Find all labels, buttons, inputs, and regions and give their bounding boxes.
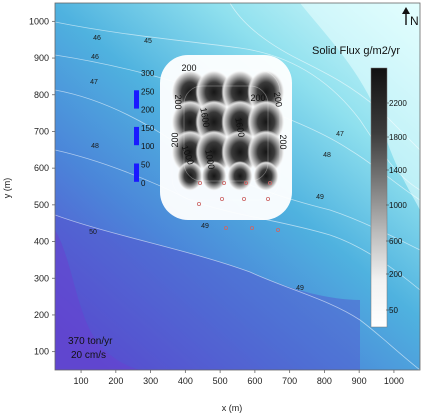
flux-blob (177, 161, 203, 191)
x-axis-label: x (m) (222, 403, 243, 413)
footprint-contour-label: 200 (181, 63, 196, 73)
background-contour-label: 46 (91, 54, 99, 61)
scale-bar-label: 0 (141, 179, 146, 188)
flux-blob (221, 130, 259, 174)
discharge-point (275, 227, 280, 232)
discharge-point (221, 180, 226, 185)
x-tick-label: 400 (178, 376, 193, 386)
scale-bar-label: 200 (141, 106, 155, 115)
y-tick-label: 1000 (29, 16, 49, 26)
flux-footprint (160, 55, 292, 220)
footprint-contour-label: 200 (170, 132, 180, 147)
discharge-points (196, 180, 280, 232)
discharge-point (265, 196, 270, 201)
annotation-current: 20 cm/s (71, 350, 106, 361)
x-tick-label: 100 (74, 376, 89, 386)
y-tick-label: 200 (34, 310, 49, 320)
scale-bar-label: 100 (141, 142, 155, 151)
background-contour-label: 45 (144, 38, 152, 45)
footprint-contour-label: 1000 (203, 149, 216, 170)
scale-bar-label: 300 (141, 69, 155, 78)
background-contour-label: 49 (296, 285, 304, 292)
scale-bar: 300 250 200 150 100 50 0 (134, 69, 155, 188)
y-tick-label: 900 (34, 53, 49, 63)
background-contour-label: 47 (336, 131, 344, 138)
scale-bar-label: 150 (141, 124, 155, 133)
scale-bar-segment (134, 90, 139, 109)
discharge-point (219, 196, 224, 201)
x-tick-label: 900 (352, 376, 367, 386)
flux-blob (201, 161, 227, 191)
discharge-point (223, 225, 228, 230)
scale-bar-segment (134, 163, 139, 182)
y-tick-label: 700 (34, 126, 49, 136)
footprint-contour-label: 200 (173, 94, 183, 109)
annotation-load: 370 ton/yr (68, 336, 113, 347)
scale-bar-segment (134, 126, 139, 146)
plot-frame (54, 2, 421, 371)
discharge-point (249, 225, 254, 230)
discharge-point (241, 196, 246, 201)
y-axis-label: y (m) (2, 178, 12, 199)
flux-blob (247, 130, 285, 174)
x-tick-label: 600 (247, 376, 262, 386)
x-tick-label: 700 (282, 376, 297, 386)
colorbar-tick-label: 1000 (389, 201, 407, 210)
footprint-contour-label: 1600 (198, 107, 211, 128)
scale-bar-label: 250 (141, 87, 155, 96)
footprint-contour-label: 200 (278, 134, 288, 149)
footprint-contour-label: 200 (272, 91, 284, 108)
flux-blob (195, 130, 233, 174)
colorbar (370, 67, 388, 328)
x-tick-label: 300 (143, 376, 158, 386)
colorbar-tick-label: 1800 (389, 133, 407, 142)
colorbar-tick-label: 200 (389, 270, 403, 279)
footprint-contour-label: 1600 (233, 117, 246, 138)
background-contour-label: 48 (323, 152, 331, 159)
background-contour-labels: 45 46 46 47 47 48 48 49 49 49 50 (89, 35, 344, 292)
colorbar-tick-label: 50 (389, 306, 398, 315)
scale-bar-label: 50 (141, 161, 150, 170)
x-tick-label: 800 (317, 376, 332, 386)
background-contour-label: 49 (316, 194, 324, 201)
y-tick-label: 100 (34, 347, 49, 357)
x-tick-label: 500 (213, 376, 228, 386)
background-contour-label: 48 (91, 143, 99, 150)
flux-blob (227, 161, 253, 191)
footprint-contour-label: 200 (250, 93, 265, 103)
discharge-point (243, 180, 248, 185)
colorbar-tick-label: 600 (389, 237, 403, 246)
y-tick-label: 600 (34, 163, 49, 173)
colorbar-tick-label: 1400 (389, 166, 407, 175)
colorbar-ticks: 50 200 600 1000 1400 1800 2200 (386, 99, 407, 315)
discharge-point (196, 201, 201, 206)
discharge-point (197, 180, 202, 185)
y-tick-label: 500 (34, 200, 49, 210)
discharge-point (267, 180, 272, 185)
y-tick-label: 400 (34, 237, 49, 247)
north-label: N (410, 14, 419, 28)
y-tick-label: 800 (34, 90, 49, 100)
north-arrow-icon (402, 7, 410, 25)
background-contour-label: 49 (201, 223, 209, 230)
background-contour-label: 47 (90, 79, 98, 86)
y-tick-label: 300 (34, 273, 49, 283)
x-tick-label: 200 (108, 376, 123, 386)
colorbar-tick-label: 2200 (389, 99, 407, 108)
background-contour-label: 46 (93, 35, 101, 42)
background-contour-label: 50 (89, 229, 97, 236)
legend-title: Solid Flux g/m2/yr (312, 45, 400, 57)
flux-blob (253, 161, 279, 191)
x-axis: 100 200 300 400 500 600 700 800 900 1000 (74, 370, 404, 386)
y-axis: 100 200 300 400 500 600 700 800 900 1000 (29, 16, 55, 357)
x-tick-label: 1000 (384, 376, 404, 386)
